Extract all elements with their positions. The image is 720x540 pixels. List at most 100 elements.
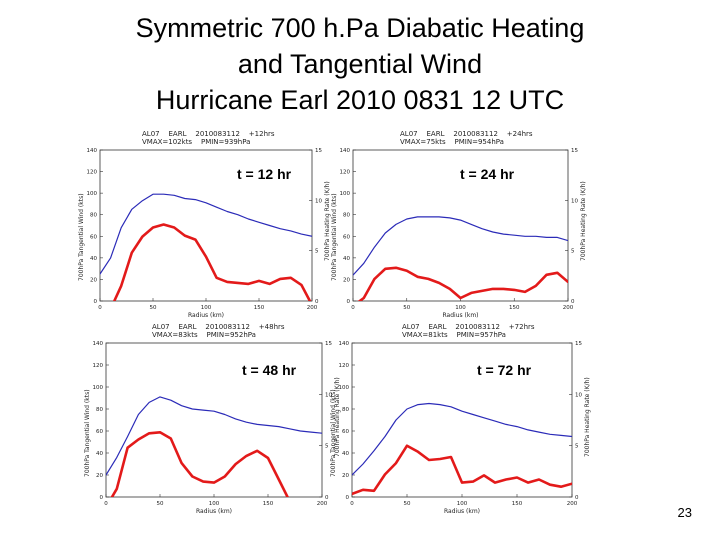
x-tick-label: 50 (403, 305, 410, 311)
y-tick-label: 60 (342, 429, 349, 435)
tangential-wind-line (106, 396, 322, 476)
y-tick-label: 140 (93, 341, 104, 347)
y2-tick-label: 15 (575, 341, 582, 347)
panel-header: AL07 EARL 2010083112 +12hrs VMAX=102kts P… (142, 130, 275, 146)
y-tick-label: 20 (90, 277, 97, 283)
x-tick-label: 50 (404, 501, 411, 507)
chart-panel-24hr: AL07 EARL 2010083112 +24hrs VMAX=75kts PM… (330, 130, 592, 328)
y-tick-label: 80 (90, 213, 97, 219)
y-tick-label: 80 (342, 407, 349, 413)
y2-tick-label: 0 (325, 495, 329, 501)
y2-tick-label: 0 (571, 299, 575, 305)
x-axis-title: Radius (km) (444, 508, 481, 515)
x-tick-label: 150 (509, 305, 520, 311)
y-tick-label: 140 (339, 341, 350, 347)
y2-tick-label: 5 (571, 249, 575, 255)
y2-tick-label: 10 (571, 198, 578, 204)
y-axis-title-left: 700hPa Tangential Wind (kts) (78, 193, 85, 281)
x-axis-title: Radius (km) (442, 312, 479, 319)
y-tick-label: 100 (87, 191, 98, 197)
panel-header-line-2: VMAX=81kts PMIN=957hPa (402, 331, 506, 339)
x-tick-label: 100 (455, 305, 466, 311)
y-tick-label: 40 (342, 451, 349, 457)
y-tick-label: 60 (343, 234, 350, 240)
forecast-time-label: t = 72 hr (477, 362, 532, 378)
y2-tick-label: 10 (325, 392, 332, 398)
x-tick-label: 50 (157, 501, 164, 507)
x-tick-label: 0 (350, 501, 354, 507)
x-tick-label: 200 (563, 305, 574, 311)
y2-tick-label: 5 (575, 444, 579, 450)
panel-header-line-2: VMAX=75kts PMIN=954hPa (400, 138, 504, 146)
forecast-time-label: t = 48 hr (242, 362, 297, 378)
panel-header: AL07 EARL 2010083112 +24hrs VMAX=75kts PM… (400, 130, 533, 146)
x-tick-label: 100 (209, 501, 220, 507)
forecast-time-label: t = 12 hr (237, 166, 292, 182)
chart-panel-72hr: AL07 EARL 2010083112 +72hrs VMAX=81kts PM… (330, 322, 596, 522)
panel-header-line-1: AL07 EARL 2010083112 +24hrs (400, 130, 533, 138)
x-tick-label: 0 (351, 305, 355, 311)
y-tick-label: 40 (96, 451, 103, 457)
y-tick-label: 20 (342, 473, 349, 479)
slide-title: Symmetric 700 h.Pa Diabatic Heating and … (0, 10, 720, 118)
y-tick-label: 100 (339, 385, 350, 391)
tangential-wind-line (100, 193, 312, 275)
x-tick-label: 150 (263, 501, 274, 507)
tangential-wind-line (352, 402, 572, 476)
y-axis-title-left: 700hPa Tangential Wind (kts) (84, 389, 91, 477)
y-tick-label: 0 (347, 299, 351, 305)
title-line-3: Hurricane Earl 2010 0831 12 UTC (155, 85, 565, 115)
y-tick-label: 100 (93, 385, 104, 391)
y-tick-label: 120 (87, 170, 98, 176)
x-tick-label: 0 (98, 305, 102, 311)
title-line-2: and Tangential Wind (237, 49, 483, 79)
chart-panel-12hr: AL07 EARL 2010083112 +12hrs VMAX=102kts P… (62, 130, 331, 328)
y-axis-title-right: 700hPa Heating Rate (K/h) (580, 181, 587, 261)
panel-header: AL07 EARL 2010083112 +72hrs VMAX=81kts PM… (402, 323, 535, 339)
x-tick-label: 150 (512, 501, 523, 507)
y2-tick-label: 10 (575, 392, 582, 398)
x-tick-label: 200 (307, 305, 318, 311)
y-tick-label: 140 (340, 148, 351, 154)
panel-header: AL07 EARL 2010083112 +48hrs VMAX=83kts PM… (152, 323, 285, 339)
y-axis-title-left: 700hPa Tangential Wind (kts) (330, 389, 337, 477)
x-tick-label: 150 (254, 305, 265, 311)
y-tick-label: 100 (340, 191, 351, 197)
y2-tick-label: 15 (315, 148, 322, 154)
x-tick-label: 200 (317, 501, 328, 507)
y-tick-label: 60 (90, 234, 97, 240)
heating-rate-line (357, 266, 568, 301)
forecast-time-label: t = 24 hr (460, 166, 515, 182)
panel-header-line-2: VMAX=102kts PMIN=939hPa (142, 138, 251, 146)
x-tick-label: 50 (150, 305, 157, 311)
y2-tick-label: 0 (315, 299, 319, 305)
panel-header-line-1: AL07 EARL 2010083112 +12hrs (142, 130, 275, 138)
x-tick-label: 0 (104, 501, 108, 507)
y2-tick-label: 5 (325, 444, 329, 450)
page-number: 23 (677, 505, 692, 520)
y2-tick-label: 0 (575, 495, 579, 501)
y-tick-label: 120 (340, 170, 351, 176)
heating-rate-line (112, 223, 312, 301)
panel-header-line-1: AL07 EARL 2010083112 +72hrs (402, 323, 535, 331)
y-tick-label: 20 (96, 473, 103, 479)
panel-header-line-1: AL07 EARL 2010083112 +48hrs (152, 323, 285, 331)
title-line-1: Symmetric 700 h.Pa Diabatic Heating (135, 13, 585, 43)
y-tick-label: 40 (343, 256, 350, 262)
y2-tick-label: 10 (315, 198, 322, 204)
chart-panel-48hr: AL07 EARL 2010083112 +48hrs VMAX=83kts PM… (72, 322, 341, 522)
y-tick-label: 0 (100, 495, 104, 501)
x-tick-label: 100 (457, 501, 468, 507)
heating-rate-line (110, 431, 290, 497)
y-tick-label: 140 (87, 148, 98, 154)
panel-header-line-2: VMAX=83kts PMIN=952hPa (152, 331, 256, 339)
y-tick-label: 40 (90, 256, 97, 262)
y-axis-title-right: 700hPa Heating Rate (K/h) (584, 377, 591, 457)
y-tick-label: 20 (343, 277, 350, 283)
heating-rate-line (352, 444, 572, 496)
y-axis-title-left: 700hPa Tangential Wind (kts) (331, 193, 338, 281)
